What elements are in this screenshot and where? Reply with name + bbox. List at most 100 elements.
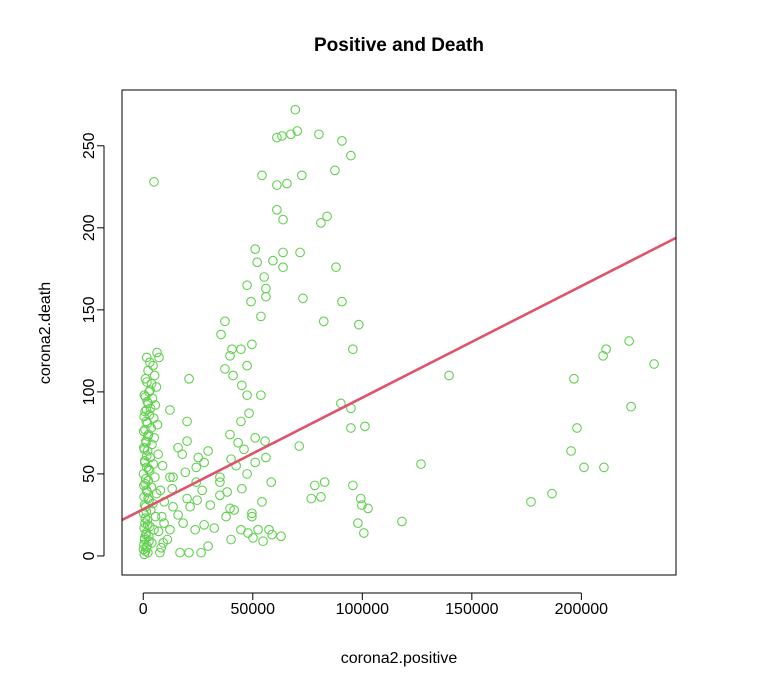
data-point [180,467,191,478]
data-point [139,523,149,533]
y-tick-label: 100 [81,378,98,405]
data-point [258,536,268,547]
data-point [191,477,202,487]
data-point [316,218,326,228]
data-point [168,472,178,483]
data-point [353,319,364,330]
data-point [141,437,151,448]
data-point [225,503,235,514]
data-point [150,511,161,522]
regression-line-layer [121,236,677,522]
data-point [348,480,358,491]
data-point [190,524,201,535]
data-point [215,472,225,483]
data-point [242,390,252,401]
data-point [337,296,347,307]
data-point [346,150,356,161]
y-axis-label: corona2.death [37,282,54,384]
data-point [141,451,152,461]
data-point [266,477,277,487]
data-point [261,452,271,463]
data-point [246,296,256,307]
data-point [228,370,238,381]
data-point [261,283,271,294]
data-point [168,501,178,512]
data-point [226,534,236,545]
x-tick-label: 0 [139,601,148,618]
data-point [256,390,266,401]
data-point [151,382,162,392]
data-point [250,457,261,468]
data-point [205,500,216,510]
data-point [236,344,246,355]
data-point [159,518,169,529]
data-point [140,424,150,435]
data-point [142,377,152,387]
data-point [248,533,258,543]
data-point [142,431,153,442]
data-point [314,129,324,140]
data-point [346,423,356,433]
data-point [569,373,579,384]
data-point [261,291,271,302]
data-point [143,493,153,504]
data-point [153,449,163,460]
x-tick-label: 200000 [555,601,608,618]
y-tick-label: 250 [81,132,98,159]
data-point [278,247,288,258]
data-point [363,503,373,514]
data-point [154,352,164,363]
data-point [139,539,149,550]
data-point [167,483,178,494]
data-point [215,477,225,487]
data-point [215,490,225,501]
data-point [624,336,634,346]
data-point [145,385,155,396]
y-tick-label: 150 [81,296,98,323]
data-point [267,529,277,540]
data-point [220,316,230,327]
data-point [298,293,308,304]
data-point [319,477,330,487]
y-tick-label: 200 [81,214,98,241]
data-point [149,370,160,381]
data-point [358,528,369,538]
data-point [572,423,582,433]
data-point [272,204,282,215]
data-point [566,446,576,456]
data-point [331,262,341,273]
data-point [199,457,209,468]
data-point [282,178,292,189]
data-point [182,493,192,504]
data-point [149,432,160,443]
data-point [444,370,454,381]
data-point [197,485,208,496]
data-point [286,129,296,140]
data-point [264,524,274,535]
data-point [220,364,230,374]
data-point [236,483,247,494]
data-point [173,442,183,453]
data-point [178,518,188,529]
regression-line [121,236,677,522]
data-point [296,170,307,181]
data-point [209,523,220,533]
data-point [155,547,165,558]
data-point [277,131,287,141]
chart-title: Positive and Death [314,35,484,56]
data-point [151,488,162,499]
data-point [182,416,192,427]
data-point [242,469,252,479]
data-point [225,429,235,440]
data-point [416,459,426,469]
x-tick-label: 150000 [445,601,498,618]
data-point [247,511,257,522]
data-point [247,339,257,350]
data-point [193,452,204,463]
data-point [243,528,253,538]
data-point [165,524,175,535]
data-point [272,180,282,191]
data-point [141,542,152,553]
data-point [155,485,166,496]
data-point [149,177,159,187]
